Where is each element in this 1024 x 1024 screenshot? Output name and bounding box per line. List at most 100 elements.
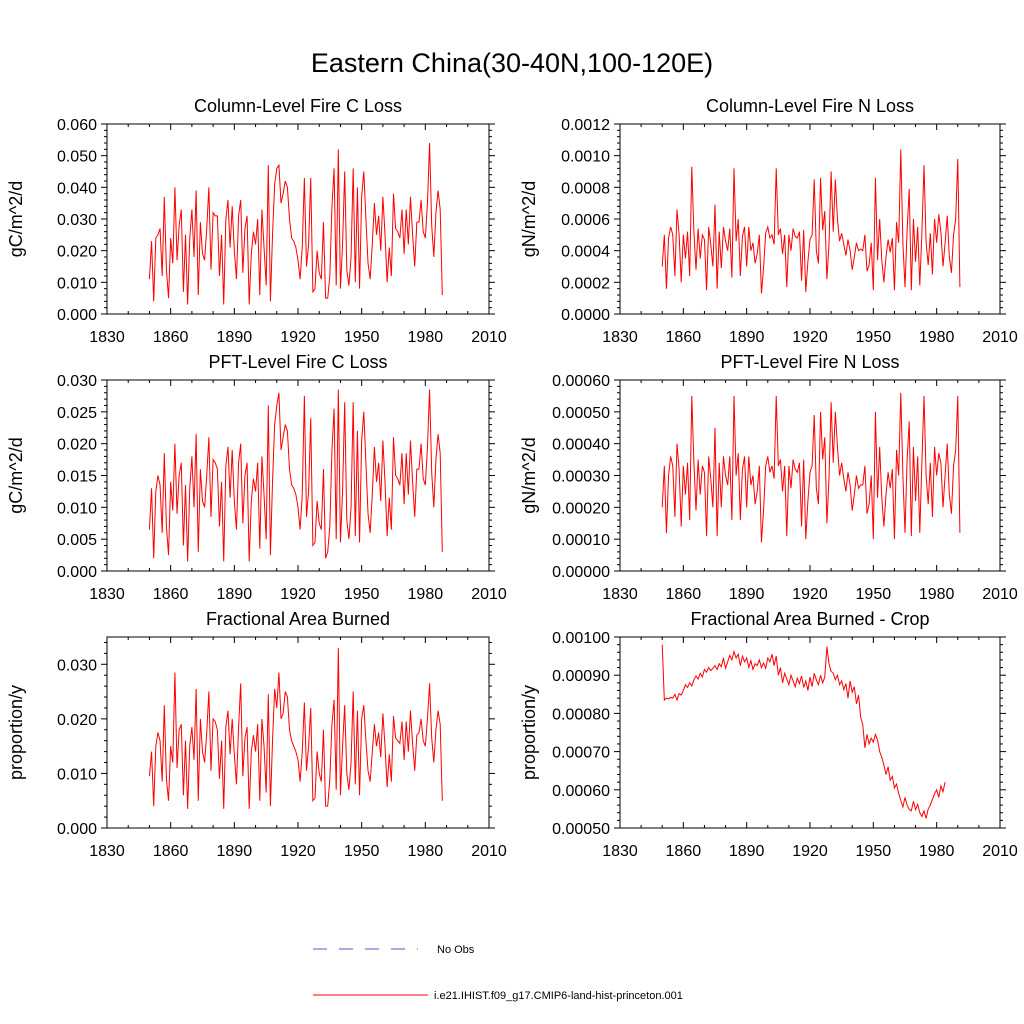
panel-title: Column-Level Fire C Loss [194, 96, 402, 116]
x-tick-label: 1920 [792, 329, 828, 346]
y-tick-label: 0.025 [57, 405, 97, 422]
y-tick-label: 0.00100 [552, 630, 610, 647]
y-axis-label: gN/m^2/d [519, 181, 539, 257]
x-tick-label: 1890 [217, 843, 253, 860]
series-line [148, 389, 443, 562]
y-tick-label: 0.060 [57, 117, 97, 134]
y-tick-label: 0.00020 [552, 500, 610, 517]
x-tick-label: 1890 [217, 586, 253, 603]
series-line [661, 149, 961, 294]
y-axis-label: gC/m^2/d [6, 437, 26, 513]
panel-title: PFT-Level Fire N Loss [720, 352, 899, 372]
y-tick-label: 0.0010 [561, 149, 610, 166]
y-tick-label: 0.040 [57, 180, 97, 197]
x-tick-label: 2010 [471, 843, 507, 860]
x-tick-label: 1920 [792, 586, 828, 603]
x-tick-label: 1860 [153, 329, 189, 346]
y-tick-label: 0.00000 [552, 564, 610, 581]
y-tick-label: 0.010 [57, 766, 97, 783]
y-tick-label: 0.00050 [552, 405, 610, 422]
y-tick-label: 0.0000 [561, 307, 610, 324]
x-tick-label: 1830 [602, 329, 638, 346]
y-tick-label: 0.000 [57, 564, 97, 581]
x-tick-label: 1830 [89, 843, 125, 860]
panel-title: Fractional Area Burned [206, 609, 390, 629]
panel-5: 1830 1860 1890 1920 1950 1980 2010 0.000 0.010 0.… [6, 609, 507, 860]
y-tick-label: 0.0008 [561, 180, 610, 197]
y-tick-label: 0.030 [57, 657, 97, 674]
x-tick-label: 1890 [729, 843, 765, 860]
x-tick-label: 1950 [344, 329, 380, 346]
x-tick-label: 1950 [856, 843, 892, 860]
x-tick-label: 1920 [792, 843, 828, 860]
y-tick-label: 0.005 [57, 532, 97, 549]
legend-label: i.e21.IHIST.f09_g17.CMIP6-land-hist-prin… [434, 990, 683, 1002]
y-tick-label: 0.00030 [552, 469, 610, 486]
y-axis-label: gC/m^2/d [6, 181, 26, 257]
y-tick-label: 0.00050 [552, 821, 610, 838]
y-tick-label: 0.0012 [561, 117, 610, 134]
x-tick-label: 1830 [89, 586, 125, 603]
x-tick-label: 1830 [89, 329, 125, 346]
y-tick-label: 0.030 [57, 212, 97, 229]
y-tick-label: 0.010 [57, 500, 97, 517]
legend-label: No Obs [437, 944, 475, 956]
panel-6: 1830 1860 1890 1920 1950 1980 2010 0.00050 0.000… [519, 609, 1018, 860]
x-tick-label: 1920 [280, 843, 316, 860]
x-tick-label: 1860 [666, 586, 702, 603]
panel-1: 1830 1860 1890 1920 1950 1980 2010 0.000 0.010 0.… [6, 96, 507, 346]
y-tick-label: 0.0002 [561, 275, 610, 292]
y-axis-label: proportion/y [6, 685, 26, 780]
x-tick-label: 1950 [856, 329, 892, 346]
x-tick-label: 2010 [471, 586, 507, 603]
x-tick-label: 1980 [919, 329, 955, 346]
legend-group: No Obs i.e21.IHIST.f09_g17.CMIP6-land-his… [313, 944, 683, 1002]
panel-3: 1830 1860 1890 1920 1950 1980 2010 0.000 0.005 0.… [6, 352, 507, 603]
series-line [148, 142, 443, 305]
y-tick-label: 0.020 [57, 437, 97, 454]
y-tick-label: 0.00080 [552, 706, 610, 723]
series-line [148, 647, 443, 809]
x-tick-label: 1860 [153, 843, 189, 860]
y-tick-label: 0.000 [57, 307, 97, 324]
x-tick-label: 2010 [982, 329, 1018, 346]
series-line [661, 644, 946, 819]
panel-2: 1830 1860 1890 1920 1950 1980 2010 0.0000 0.0002… [519, 96, 1018, 346]
x-tick-label: 1980 [408, 843, 444, 860]
x-tick-label: 1920 [280, 329, 316, 346]
y-tick-label: 0.020 [57, 712, 97, 729]
x-tick-label: 1980 [408, 586, 444, 603]
y-tick-label: 0.0006 [561, 212, 610, 229]
panel-title: Fractional Area Burned - Crop [690, 609, 929, 629]
x-tick-label: 1980 [408, 329, 444, 346]
figure-title: Eastern China(30-40N,100-120E) [310, 48, 714, 78]
x-tick-label: 2010 [471, 329, 507, 346]
y-tick-label: 0.00090 [552, 668, 610, 685]
x-tick-label: 1980 [919, 586, 955, 603]
y-tick-label: 0.00040 [552, 437, 610, 454]
panel-title: Column-Level Fire N Loss [706, 96, 914, 116]
panel-title: PFT-Level Fire C Loss [208, 352, 387, 372]
x-tick-label: 1860 [666, 843, 702, 860]
x-tick-label: 1890 [729, 586, 765, 603]
y-tick-label: 0.00070 [552, 745, 610, 762]
series-line [661, 392, 961, 543]
y-tick-label: 0.00010 [552, 532, 610, 549]
x-tick-label: 1980 [919, 843, 955, 860]
y-tick-label: 0.050 [57, 149, 97, 166]
x-tick-label: 2010 [982, 586, 1018, 603]
panel-4: 1830 1860 1890 1920 1950 1980 2010 0.00000 0.000… [519, 352, 1018, 603]
y-tick-label: 0.015 [57, 469, 97, 486]
y-tick-label: 0.0004 [561, 244, 610, 261]
x-tick-label: 1830 [602, 586, 638, 603]
y-tick-label: 0.020 [57, 244, 97, 261]
x-tick-label: 1830 [602, 843, 638, 860]
x-tick-label: 1890 [729, 329, 765, 346]
x-tick-label: 1860 [153, 586, 189, 603]
x-tick-label: 1950 [344, 843, 380, 860]
y-tick-label: 0.030 [57, 373, 97, 390]
x-tick-label: 1860 [666, 329, 702, 346]
y-tick-label: 0.00060 [552, 373, 610, 390]
plot-frame [619, 636, 1001, 829]
